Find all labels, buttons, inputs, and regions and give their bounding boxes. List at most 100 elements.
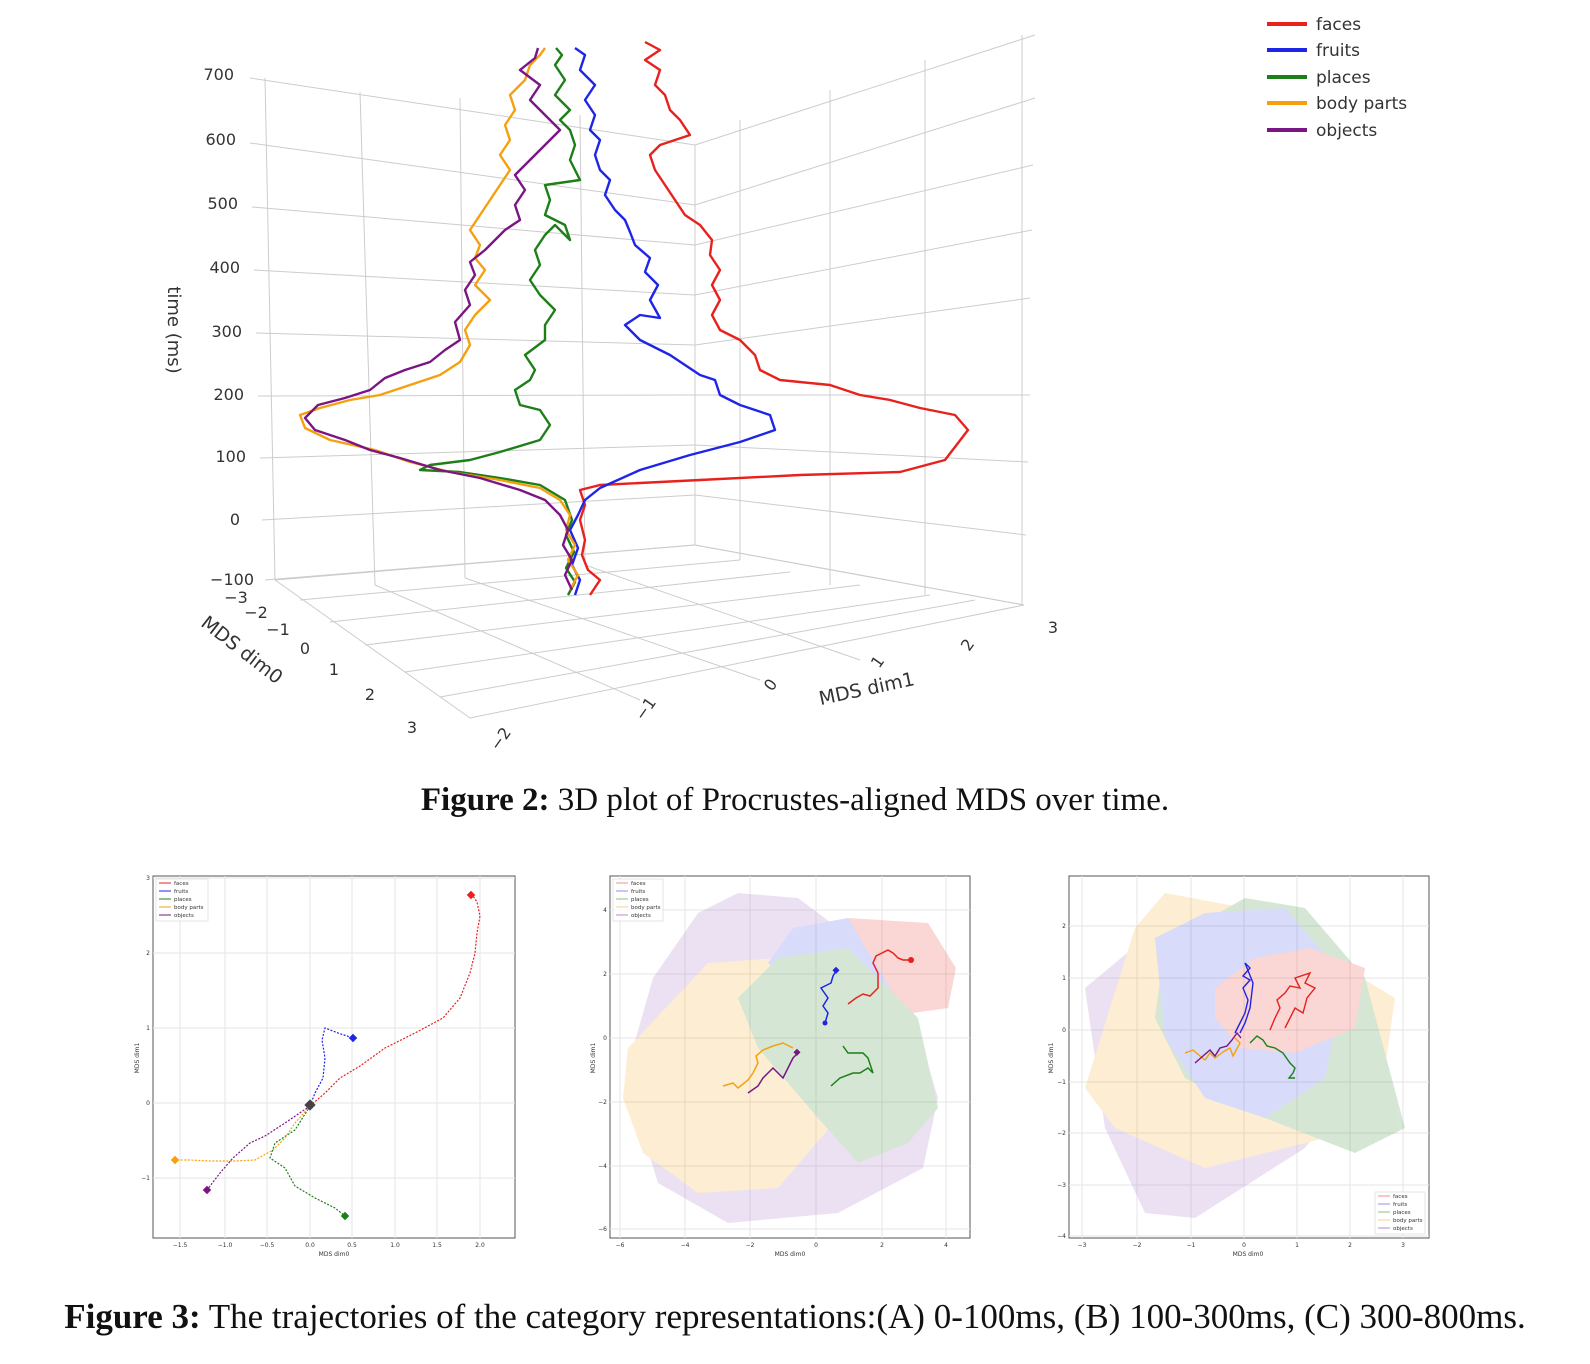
z-axis-label: time (ms)	[163, 286, 184, 373]
x-tick: 3	[1401, 1242, 1405, 1249]
y-tick: 3	[1048, 618, 1058, 637]
legend-label: objects	[1393, 1226, 1413, 1232]
figure-3-panel-c: −3 −2 −1 0 1 2 3 MDS dim0 2 1 0 −1 −2 −3…	[1048, 875, 1430, 1258]
x-tick: 2	[1348, 1242, 1352, 1249]
3d-grid	[249, 34, 1036, 719]
legend-label: body parts	[174, 905, 204, 911]
y-axis-label: MDS dim1	[817, 668, 917, 710]
y-tick: −2	[486, 724, 515, 754]
trajectories	[298, 40, 970, 596]
x-tick: −4	[681, 1242, 690, 1249]
y-tick: 0	[1062, 1027, 1066, 1034]
figure-2-caption: Figure 2: 3D plot of Procrustes-aligned …	[0, 782, 1590, 819]
legend-label: places	[174, 897, 192, 903]
z-tick: 500	[207, 194, 238, 213]
x-tick: −3	[1078, 1242, 1087, 1249]
trajectory-fruits	[568, 47, 777, 596]
trajectory-body-parts	[298, 47, 580, 591]
trajectory-faces	[578, 40, 970, 596]
legend-label: body parts	[631, 905, 661, 911]
y-tick: 4	[603, 907, 607, 914]
y-axis-label: MDS dim1	[590, 1042, 597, 1073]
z-tick-labels: 700 600 500 400 300 200 100 0 −100	[203, 65, 254, 589]
y-tick: 2	[146, 950, 150, 957]
legend-label: objects	[1316, 121, 1377, 141]
y-axis-label: MDS dim1	[1048, 1042, 1055, 1073]
y-tick: −6	[598, 1226, 607, 1233]
x-tick: 2.0	[475, 1242, 485, 1249]
x-tick: 1.0	[390, 1242, 400, 1249]
x-tick-labels: −3 −2 −1 0 1 2 3	[224, 588, 417, 737]
legend-label: faces	[631, 881, 646, 887]
x-tick: 0	[814, 1242, 818, 1249]
x-tick: 0	[1242, 1242, 1246, 1249]
x-tick: 1	[1295, 1242, 1299, 1249]
z-tick: 600	[205, 130, 236, 149]
y-tick-labels: −2 −1 0 1 2 3	[486, 618, 1058, 754]
legend-item-places: places	[1267, 68, 1371, 88]
figure-3-caption: Figure 3: The trajectories of the catego…	[0, 1297, 1590, 1337]
legend-label: fruits	[631, 889, 645, 895]
z-tick: 700	[203, 65, 234, 84]
legend-item-objects: objects	[1267, 121, 1377, 141]
x-tick: −1.5	[173, 1242, 188, 1249]
legend-label: places	[1316, 68, 1371, 88]
x-tick: −1.0	[218, 1242, 233, 1249]
x-tick: 0	[300, 639, 310, 658]
figure-3-panel-a: −1.5 −1.0 −0.5 0.0 0.5 1.0 1.5 2.0 MDS d…	[134, 875, 516, 1258]
caption-label: Figure 2:	[420, 782, 550, 818]
x-tick: −1	[1187, 1242, 1196, 1249]
x-tick: 0.0	[305, 1242, 315, 1249]
z-tick: 400	[209, 258, 240, 277]
legend-label: faces	[1316, 15, 1361, 35]
legend-item-fruits: fruits	[1267, 41, 1360, 61]
y-tick: 2	[603, 971, 607, 978]
legend-label: objects	[174, 913, 194, 919]
x-tick: −2	[746, 1242, 755, 1249]
legend-item-body-parts: body parts	[1267, 94, 1407, 114]
x-tick: −0.5	[260, 1242, 275, 1249]
x-tick: 4	[944, 1242, 948, 1249]
trajectory-places	[418, 47, 582, 596]
z-tick: 300	[211, 322, 242, 341]
y-tick: 2	[1062, 923, 1066, 930]
y-tick: 0	[760, 675, 781, 694]
figure-2-3d-plot: 700 600 500 400 300 200 100 0 −100 time …	[163, 15, 1407, 754]
y-tick: 1	[1062, 975, 1066, 982]
y-tick: 1	[867, 652, 888, 671]
z-tick: 0	[230, 510, 240, 529]
trajectory-objects	[303, 47, 574, 591]
legend-label: fruits	[1316, 41, 1360, 61]
figure-2-legend: faces fruits places body parts objects	[1267, 15, 1407, 141]
x-axis-label: MDS dim0	[1233, 1251, 1264, 1258]
caption-label: Figure 3:	[64, 1297, 201, 1336]
y-tick: −1	[141, 1175, 150, 1182]
z-tick: 100	[215, 447, 246, 466]
legend-label: fruits	[174, 889, 188, 895]
x-tick: 0.5	[347, 1242, 357, 1249]
x-tick: −2	[1133, 1242, 1142, 1249]
y-tick: 2	[957, 635, 978, 654]
x-tick: 1.5	[432, 1242, 442, 1249]
caption-text: 3D plot of Procrustes-aligned MDS over t…	[549, 782, 1170, 818]
x-tick: 2	[880, 1242, 884, 1249]
x-tick: −1	[266, 620, 290, 639]
y-tick: 0	[146, 1100, 150, 1107]
legend-label: places	[631, 897, 649, 903]
legend-label: fruits	[1393, 1202, 1407, 1208]
x-tick: −2	[244, 603, 268, 622]
y-tick: 0	[603, 1035, 607, 1042]
legend-label: faces	[174, 881, 189, 887]
legend-label: objects	[631, 913, 651, 919]
x-tick: −3	[224, 588, 248, 607]
y-tick: −3	[1057, 1182, 1066, 1189]
caption-text: The trajectories of the category represe…	[200, 1297, 1526, 1336]
x-tick: 1	[329, 660, 339, 679]
y-tick: −4	[1057, 1233, 1066, 1240]
figure-3-panel-b: −6 −4 −2 0 2 4 MDS dim0 4 2 0 −2 −4 −6 M…	[590, 875, 971, 1258]
x-axis-label: MDS dim0	[319, 1251, 350, 1258]
y-axis-label: MDS dim1	[134, 1042, 141, 1073]
x-tick: 2	[365, 685, 375, 704]
y-tick: 1	[146, 1025, 150, 1032]
y-tick: 3	[146, 875, 150, 882]
